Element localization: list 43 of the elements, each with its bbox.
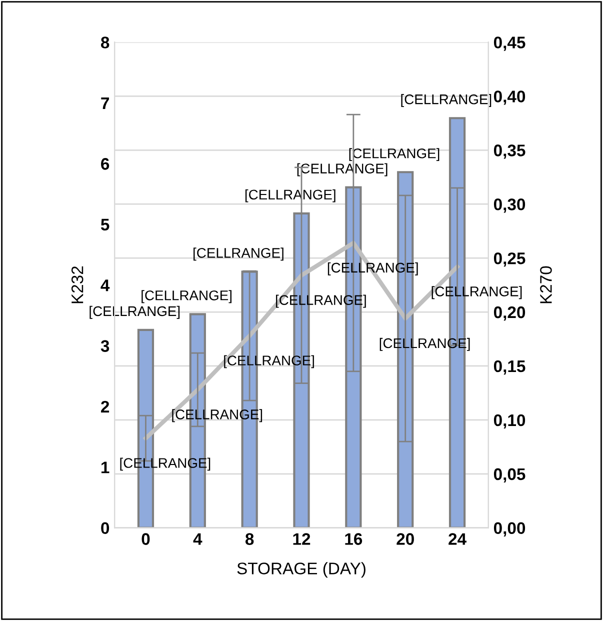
y2-tick-label: 0,45: [494, 36, 526, 51]
y-tick-label: 7: [101, 98, 109, 109]
x-tick-label: 12: [293, 533, 310, 545]
data-label: [CELLRANGE]: [90, 306, 180, 319]
y-tick-label: 3: [100, 340, 110, 352]
y2-tick-label: 0,35: [494, 144, 526, 159]
data-label: [CELLRANGE]: [297, 163, 388, 176]
data-label: [CELLRANGE]: [245, 189, 336, 202]
data-label: [CELLRANGE]: [349, 148, 440, 162]
y2-tick-label: 0,25: [494, 252, 526, 267]
y2-tick-label: 0,20: [494, 306, 526, 321]
y-tick-label: 2: [101, 400, 110, 412]
y2-tick-label: 0,40: [494, 90, 526, 105]
x-tick-label: 24: [448, 533, 466, 545]
y-tick-label: 0: [101, 522, 110, 534]
y2-tick-label: 0,30: [494, 198, 526, 213]
y2-tick-label: 0,15: [494, 360, 526, 375]
data-label: [CELLRANGE]: [172, 409, 262, 422]
y-tick-label: 5: [100, 218, 110, 231]
data-label: [CELLRANGE]: [142, 290, 232, 304]
data-label: [CELLRANGE]: [276, 294, 366, 308]
data-label: [CELLRANGE]: [432, 286, 522, 300]
y2-tick-label: 0,00: [494, 522, 526, 536]
y-tick-label: 1: [101, 462, 110, 474]
x-tick-label: 8: [245, 533, 254, 545]
y2-tick-label: 0,05: [494, 468, 526, 483]
y-tick-label: 4: [100, 280, 110, 292]
x-tick-label: 0: [142, 533, 150, 545]
data-label: [CELLRANGE]: [224, 355, 314, 368]
data-label: [CELLRANGE]: [401, 94, 492, 107]
data-label: [CELLRANGE]: [328, 262, 418, 276]
x-tick-label: 20: [396, 533, 414, 545]
data-label: [CELLRANGE]: [194, 248, 284, 261]
y-axis-title: K232: [71, 266, 84, 304]
x-axis-title: STORAGE (DAY): [237, 562, 366, 578]
y-tick-label: 8: [100, 36, 110, 48]
y2-tick-label: 0,10: [494, 414, 526, 429]
x-tick-label: 16: [345, 533, 362, 545]
x-tick-label: 4: [193, 533, 202, 545]
y-tick-label: 6: [101, 158, 110, 170]
data-label: [CELLRANGE]: [380, 338, 470, 351]
y2-axis-title: K270: [540, 266, 552, 304]
data-label: [CELLRANGE]: [120, 458, 210, 471]
